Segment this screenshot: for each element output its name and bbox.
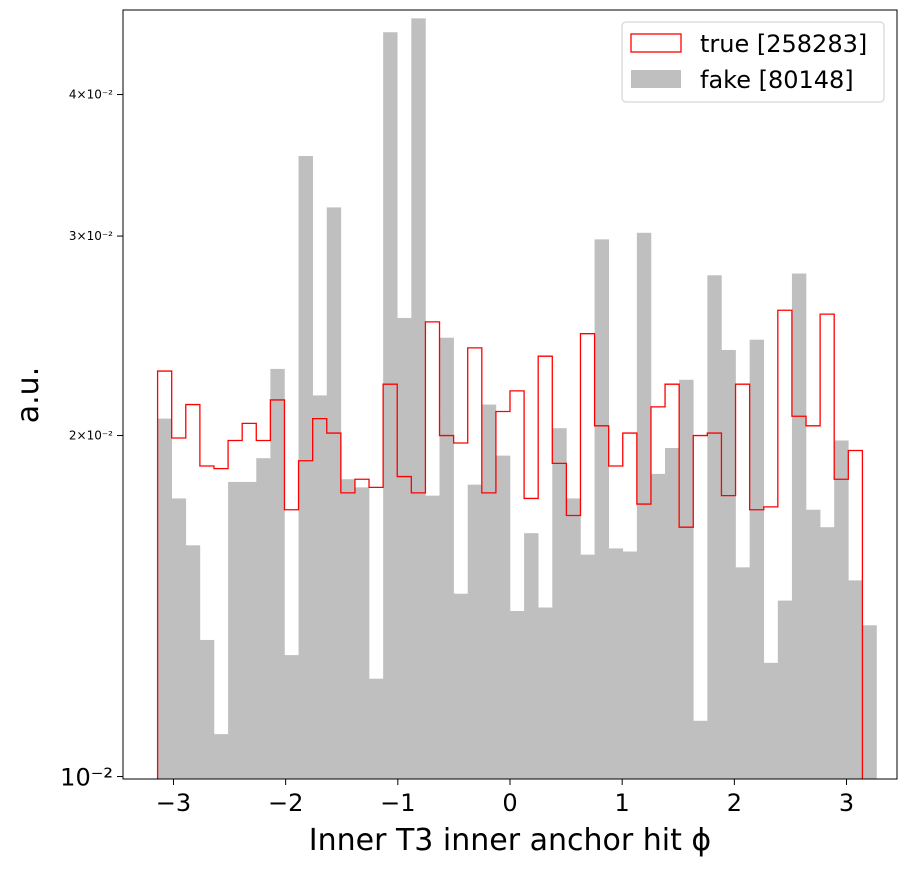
fake-bar <box>411 18 426 780</box>
x-tick-label: 3 <box>839 789 854 817</box>
x-tick-label: −3 <box>156 789 191 817</box>
fake-bar <box>383 32 398 780</box>
y-axis: 10⁻² 2×10⁻² 3×10⁻² 4×10⁻² <box>60 88 123 792</box>
legend-fake-label: fake [80148] <box>700 66 854 94</box>
fake-bar <box>298 156 313 779</box>
fake-bar <box>538 607 553 779</box>
fake-bar <box>495 455 511 779</box>
fake-bar <box>467 484 483 779</box>
fake-bar <box>453 593 469 779</box>
fake-bar <box>510 611 525 779</box>
fake-bar <box>524 533 539 779</box>
fake-bar <box>481 404 497 779</box>
fake-bar <box>340 479 356 779</box>
fake-bar <box>552 428 567 779</box>
fake-bar <box>580 554 595 779</box>
y-tick-label: 3×10⁻² <box>69 229 113 243</box>
fake-bar <box>679 379 694 779</box>
x-tick-label: 1 <box>615 789 630 817</box>
x-tick-label: −2 <box>268 789 303 817</box>
y-axis-label: a.u. <box>11 367 46 423</box>
fake-bar <box>256 458 271 779</box>
fake-bar <box>312 395 328 779</box>
fake-series-bars <box>157 18 877 780</box>
fake-bar <box>242 481 257 779</box>
true-series-step-line <box>156 309 864 779</box>
legend: true [258283] fake [80148] <box>621 21 885 103</box>
fake-bar <box>622 551 638 779</box>
fake-bar <box>820 527 835 779</box>
x-tick-label: 0 <box>502 789 517 817</box>
legend-true-swatch <box>630 33 682 53</box>
fake-bar <box>270 368 285 779</box>
fake-bar <box>806 509 821 779</box>
y-tick-label: 4×10⁻² <box>69 88 113 102</box>
x-tick-label: −1 <box>380 789 415 817</box>
fake-bar <box>199 639 215 779</box>
legend-box <box>621 21 885 103</box>
fake-bar <box>326 207 342 780</box>
fake-bar <box>284 655 299 779</box>
fake-bar <box>665 447 680 779</box>
fake-bar <box>228 481 243 779</box>
fake-bar <box>650 473 666 779</box>
fake-bar <box>862 625 877 779</box>
fake-bar <box>721 349 736 779</box>
x-tick-label: 2 <box>727 789 742 817</box>
x-axis: −3 −2 −1 0 1 2 3 <box>156 779 854 817</box>
fake-bar <box>693 720 708 779</box>
fake-bar <box>171 498 187 779</box>
fake-bar <box>397 317 412 779</box>
fake-bar <box>157 418 172 779</box>
fake-bar <box>354 487 370 779</box>
fake-bar <box>848 580 863 779</box>
fake-bar <box>213 734 229 779</box>
fake-bar <box>369 678 384 779</box>
fake-bar <box>777 600 793 779</box>
fake-bar <box>439 337 454 779</box>
fake-bar <box>749 339 765 779</box>
fake-bar <box>834 440 849 779</box>
fake-bar <box>636 232 652 779</box>
y-tick-label: 2×10⁻² <box>69 429 113 443</box>
fake-bar <box>566 498 581 779</box>
x-axis-label: Inner T3 inner anchor hit ϕ <box>309 823 711 858</box>
legend-fake-swatch <box>631 70 681 88</box>
y-tick-label: 10⁻² <box>60 764 113 792</box>
fake-bar <box>608 548 624 779</box>
fake-bar <box>707 275 722 779</box>
fake-bar <box>185 545 201 779</box>
fake-bar <box>735 567 750 779</box>
fake-bar <box>425 495 440 779</box>
fake-bar <box>594 239 609 780</box>
legend-true-label: true [258283] <box>700 30 867 58</box>
fake-bar <box>763 662 779 779</box>
fake-bar <box>791 273 807 779</box>
